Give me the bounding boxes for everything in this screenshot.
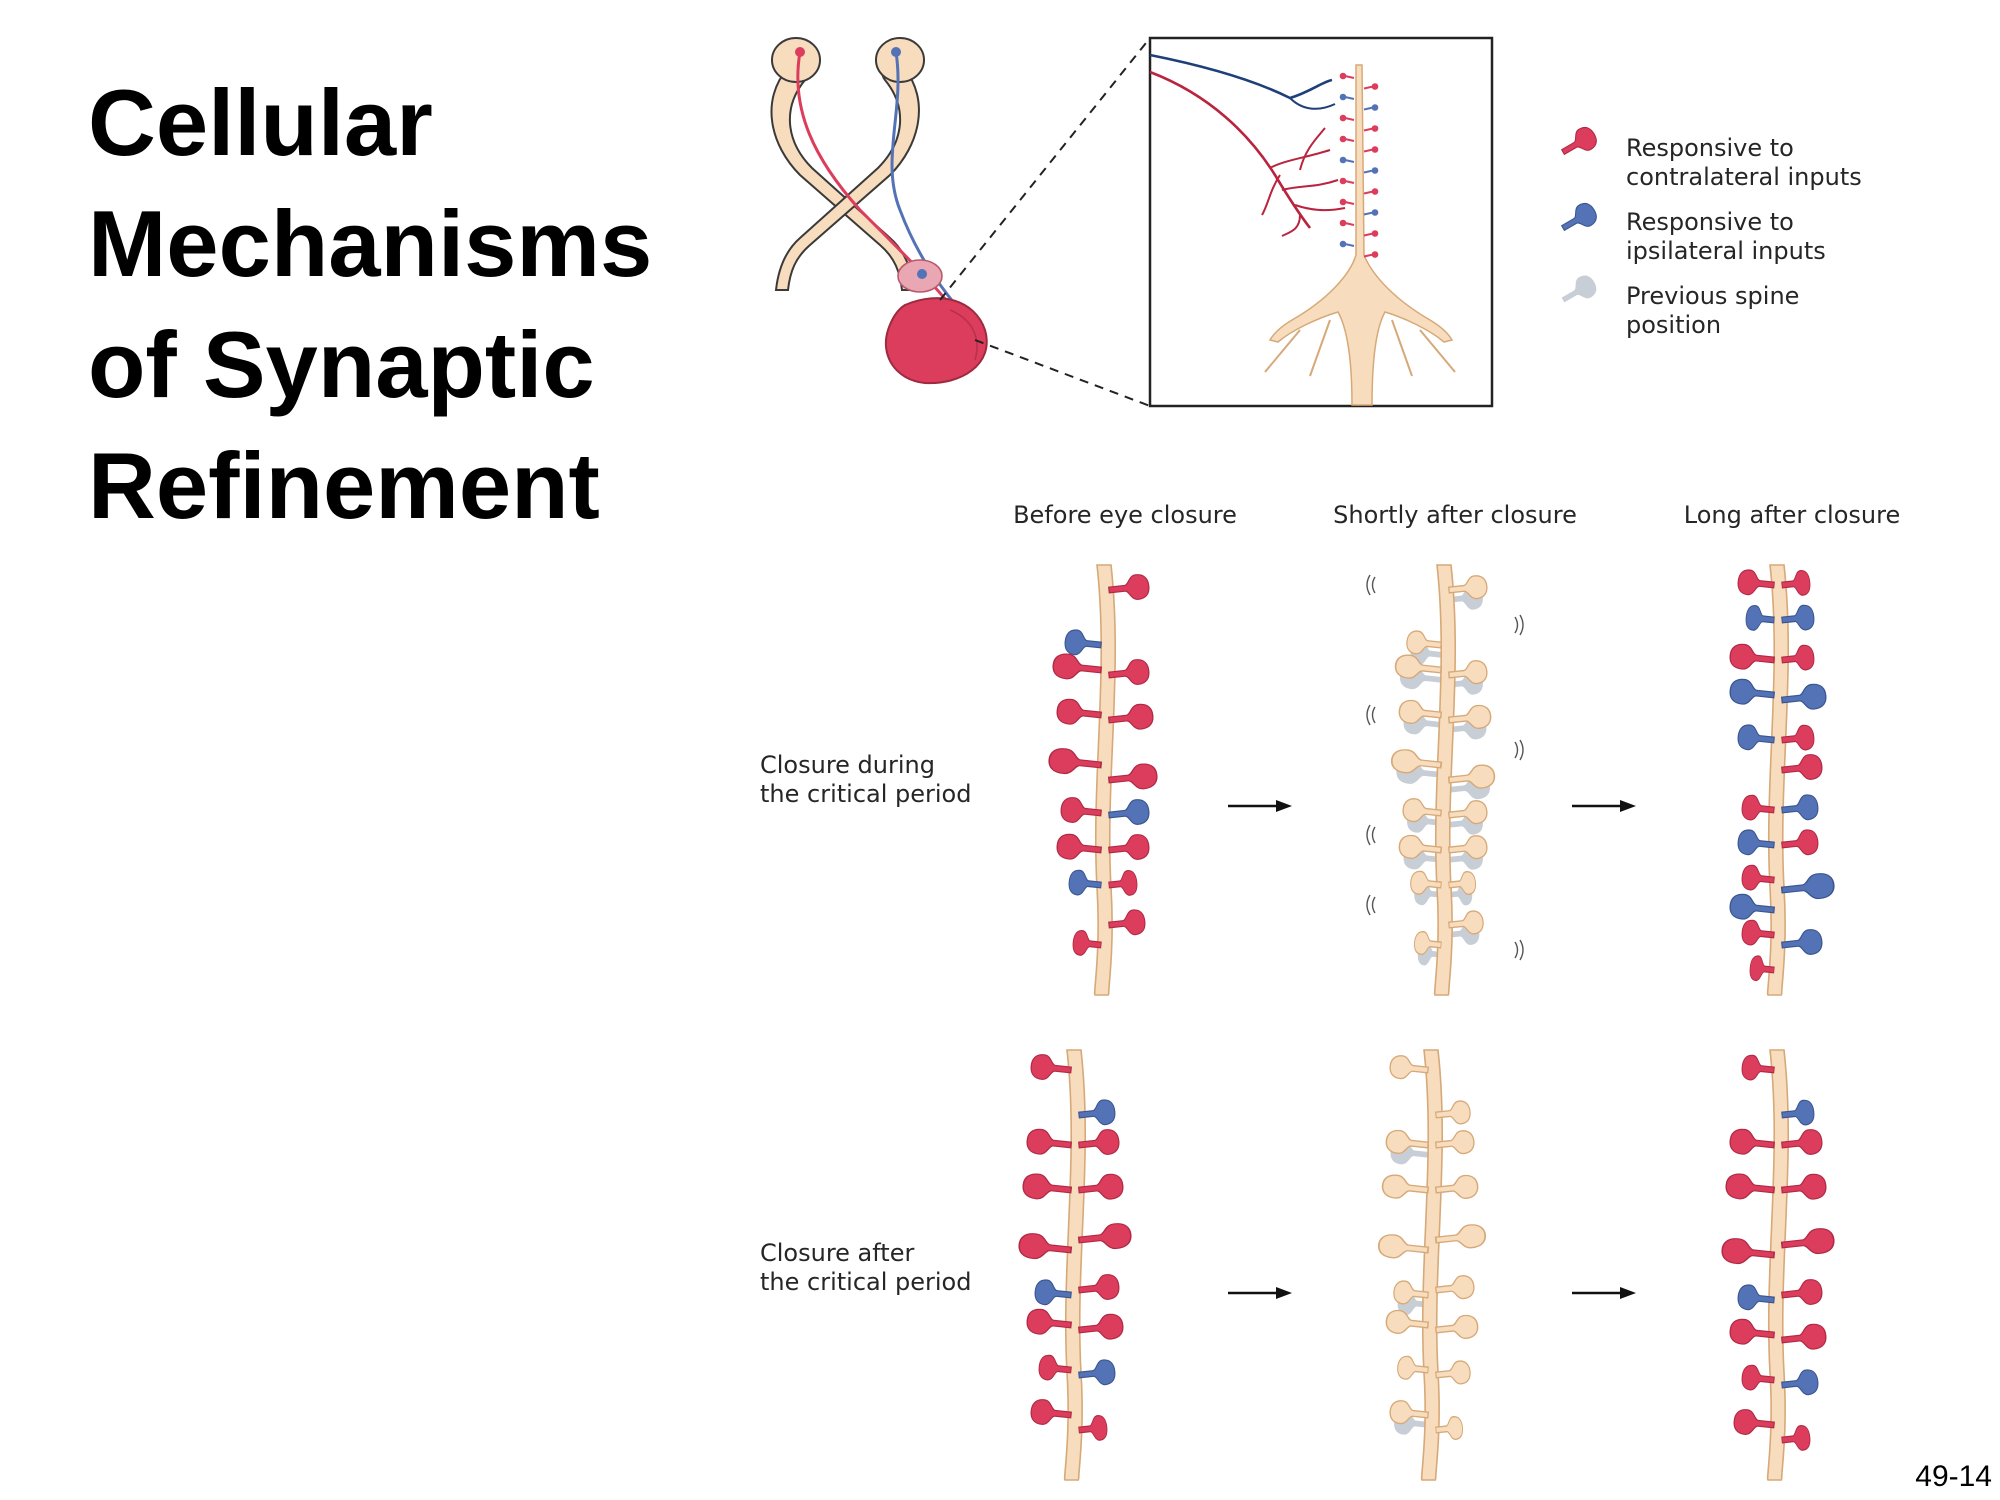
dendrite-panel [1729,565,1835,995]
legend-label: Responsive to [1626,134,1794,162]
contralateral-spine [1078,1274,1120,1303]
row-label: the critical period [760,1268,971,1296]
ipsilateral-spine [1781,1369,1819,1397]
spine [1389,1055,1429,1082]
dendrite-shaft [1768,565,1789,995]
contralateral-spine [1026,1128,1072,1157]
ipsilateral-spine [1078,1359,1116,1387]
contralateral-spine [1781,1279,1823,1308]
motion-mark-icon [1367,895,1375,915]
dendrite-panel [1721,1050,1835,1480]
legend: Responsive to contralateral inputs Respo… [1557,124,1862,339]
red-spine-icon [1557,124,1600,162]
contralateral-spine [1781,1227,1835,1257]
contralateral-spine [1030,1399,1072,1428]
contralateral-spine [1078,1313,1124,1342]
contralateral-spine [1018,1232,1072,1262]
legend-label: position [1626,311,1721,339]
contralateral-spine [1108,834,1150,863]
row-label: the critical period [760,780,971,808]
dendrite-panel [1018,1050,1132,1480]
contralateral-spine [1078,1222,1132,1252]
ipsilateral-spine [1729,678,1775,707]
ipsilateral-spine [1781,794,1819,822]
dendrite-panel [1048,565,1158,995]
legend-label: contralateral inputs [1626,163,1862,191]
column-header: Long after closure [1684,501,1900,529]
motion-mark-icon [1515,615,1523,635]
spine [1378,1233,1430,1261]
spine [1435,1223,1487,1251]
contralateral-spine [1056,698,1102,727]
contralateral-spine [1108,909,1146,937]
motion-mark-icon [1367,705,1375,725]
dendrite-panel [1378,1050,1487,1480]
legend-item-ipsilateral: Responsive to ipsilateral inputs [1557,200,1826,265]
arrow-icon [1228,1287,1292,1299]
gray-spine-icon [1557,272,1600,310]
row-label: Closure during [760,751,935,779]
column-headers: Before eye closure Shortly after closure… [1013,501,1900,529]
dendrite-panel [1367,565,1523,995]
contralateral-spine [1721,1237,1775,1267]
ipsilateral-spine [1745,605,1775,632]
contralateral-spine [1052,653,1102,683]
ipsilateral-spine [1108,799,1150,828]
arrow-icon [1572,1287,1636,1299]
contralateral-spine [1022,1173,1072,1203]
row-labels: Closure during the critical period Closu… [760,751,971,1296]
spine [1435,1314,1479,1341]
column-header: Shortly after closure [1333,501,1577,529]
row-label: Closure after [760,1239,914,1267]
motion-mark-icon [1367,825,1375,845]
motion-mark-icon [1515,740,1523,760]
ipsilateral-spine [1781,929,1823,958]
motion-mark-icon [1367,575,1375,595]
arrow-icon [1572,800,1636,812]
slide-number: 49-14 [1915,1460,1992,1494]
ipsilateral-spine [1781,872,1835,902]
contralateral-spine [1030,1054,1072,1083]
contralateral-spine [1781,829,1819,857]
blue-spine-icon [1557,200,1600,238]
contralateral-spine [1108,763,1158,793]
ipsilateral-spine [1737,724,1775,752]
dendrite-panels [1018,565,1835,1480]
arrow-icon [1228,800,1292,812]
contralateral-spine [1729,1128,1775,1157]
visual-pathway-illustration [771,38,1150,406]
spine [1435,1275,1475,1302]
legend-label: Responsive to [1626,208,1794,236]
legend-label: Previous spine [1626,282,1799,310]
ipsilateral-spine [1064,629,1102,657]
contralateral-spine [1737,569,1775,597]
contralateral-spine [1781,1323,1827,1352]
spine [1435,1360,1471,1386]
contralateral-spine [1733,1409,1775,1438]
contralateral-spine [1729,643,1775,672]
ipsilateral-spine [1729,893,1775,922]
neuron-inset [1150,38,1492,406]
legend-item-previous: Previous spine position [1557,272,1799,339]
motion-mark-icon [1515,940,1523,960]
spine [1381,1174,1429,1201]
contralateral-spine [1048,747,1102,777]
legend-label: ipsilateral inputs [1626,237,1826,265]
contralateral-spine [1725,1173,1775,1203]
column-header: Before eye closure [1013,501,1237,529]
contralateral-spine [1108,870,1138,897]
legend-item-contralateral: Responsive to contralateral inputs [1557,124,1862,191]
contralateral-spine [1781,754,1823,783]
